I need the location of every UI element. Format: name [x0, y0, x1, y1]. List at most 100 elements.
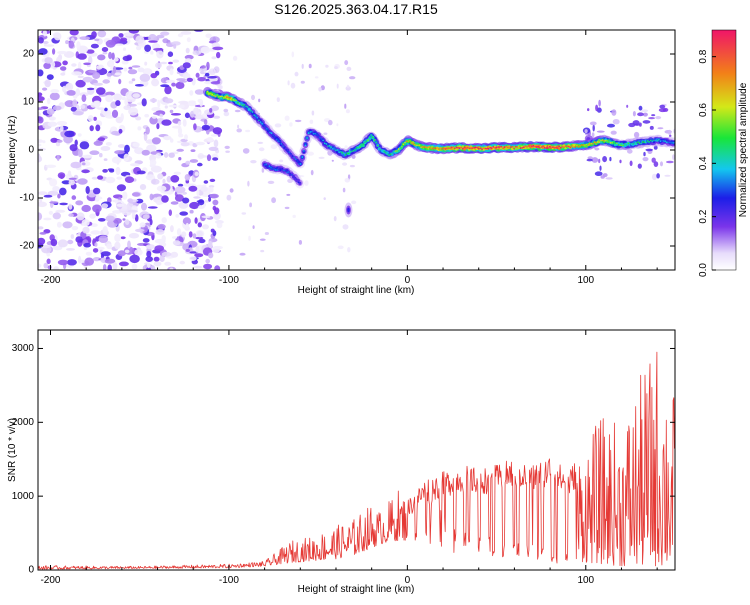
- noise-blob: [218, 85, 223, 90]
- noise-blob: [89, 150, 100, 155]
- noise-blob: [639, 122, 642, 127]
- noise-blob: [144, 44, 152, 52]
- ridge-mark: [380, 148, 382, 151]
- noise-blob: [141, 202, 147, 211]
- noise-blob: [145, 174, 156, 181]
- noise-blob: [134, 214, 139, 222]
- ridge-mark: [319, 136, 321, 139]
- noise-blob: [150, 50, 154, 55]
- noise-blob: [67, 170, 72, 177]
- noise-blob: [336, 123, 339, 127]
- noise-blob: [77, 133, 82, 137]
- noise-blob: [68, 213, 74, 217]
- noise-blob: [79, 36, 91, 40]
- branch-mark: [289, 173, 292, 175]
- branch-mark: [270, 166, 272, 169]
- noise-blob: [156, 34, 165, 39]
- noise-blob: [111, 156, 122, 164]
- noise-blob: [59, 187, 67, 196]
- noise-blob: [168, 152, 175, 158]
- noise-blob: [170, 251, 179, 258]
- noise-blob: [157, 99, 161, 108]
- noise-blob: [591, 132, 595, 138]
- branch-mark: [273, 168, 276, 171]
- ridge-mark: [624, 142, 626, 145]
- noise-blob: [653, 161, 659, 168]
- ridge-mark: [279, 140, 281, 143]
- ridge-mark: [521, 146, 524, 149]
- ridge-mark: [641, 141, 644, 143]
- ridge-mark: [622, 144, 625, 147]
- ridge-mark: [630, 143, 633, 146]
- ridge-mark: [431, 148, 434, 150]
- noise-blob: [666, 160, 674, 164]
- ridge-mark: [206, 90, 209, 93]
- noise-blob: [309, 119, 314, 125]
- noise-blob: [185, 222, 189, 230]
- ridge-mark: [645, 141, 647, 144]
- noise-blob: [47, 97, 51, 105]
- noise-blob: [122, 55, 132, 62]
- noise-blob: [127, 198, 134, 203]
- noise-blob: [57, 239, 68, 248]
- ridge-mark: [242, 104, 244, 107]
- noise-blob: [308, 63, 312, 69]
- ridge-mark: [421, 146, 424, 148]
- noise-blob: [38, 107, 44, 111]
- noise-blob: [146, 262, 151, 269]
- colorbar-gradient: [711, 29, 737, 271]
- ridge-mark: [404, 141, 406, 144]
- ridge-mark: [343, 152, 345, 155]
- noise-blob: [131, 263, 138, 270]
- ridge-mark: [272, 134, 275, 137]
- ridge-mark: [340, 151, 342, 153]
- noise-blob: [629, 160, 633, 167]
- ridge-mark: [613, 142, 615, 144]
- snr-series-line: [38, 351, 675, 570]
- noise-blob: [160, 61, 168, 65]
- ridge-mark: [211, 93, 214, 96]
- noise-blob: [98, 218, 106, 222]
- noise-blob: [148, 34, 157, 43]
- noise-blob: [209, 108, 213, 113]
- ridge-mark: [375, 141, 377, 144]
- noise-blob: [59, 202, 68, 206]
- noise-blob: [106, 60, 115, 68]
- noise-blob: [52, 245, 63, 251]
- noise-blob: [347, 247, 351, 253]
- noise-blob: [60, 66, 67, 71]
- noise-blob: [142, 238, 150, 243]
- ridge-mark: [214, 95, 217, 98]
- noise-blob: [154, 245, 165, 252]
- noise-blob: [117, 250, 126, 257]
- noise-blob: [651, 173, 658, 181]
- ridge-mark: [457, 146, 459, 149]
- noise-blob: [205, 258, 210, 264]
- noise-blob: [149, 218, 153, 226]
- noise-blob: [97, 246, 105, 250]
- noise-blob: [182, 119, 187, 127]
- noise-blob: [200, 46, 211, 54]
- colorbar: 0.0 0.2 0.4 0.6 0.8 Normalized spectral ampl…: [698, 29, 749, 277]
- noise-blob: [215, 220, 224, 224]
- noise-blob: [84, 257, 94, 266]
- noise-blob: [164, 85, 172, 95]
- noise-blob: [197, 230, 203, 238]
- noise-blob: [128, 30, 140, 34]
- noise-blob: [594, 171, 603, 176]
- ridge-mark: [648, 140, 650, 143]
- noise-blob: [325, 64, 329, 68]
- noise-blob: [74, 139, 78, 147]
- noise-blob: [177, 120, 182, 126]
- x-tick-label: -100: [219, 275, 239, 286]
- ridge-mark: [309, 131, 312, 133]
- noise-blob: [71, 71, 82, 76]
- noise-blob: [123, 32, 134, 37]
- colorbar-tick-label: 0.0: [698, 263, 709, 277]
- branch-mark: [284, 169, 287, 172]
- ridge-mark: [349, 151, 352, 153]
- noise-blob: [344, 178, 351, 183]
- ridge-mark: [367, 139, 369, 142]
- noise-blob: [619, 159, 622, 164]
- noise-blob: [38, 92, 43, 97]
